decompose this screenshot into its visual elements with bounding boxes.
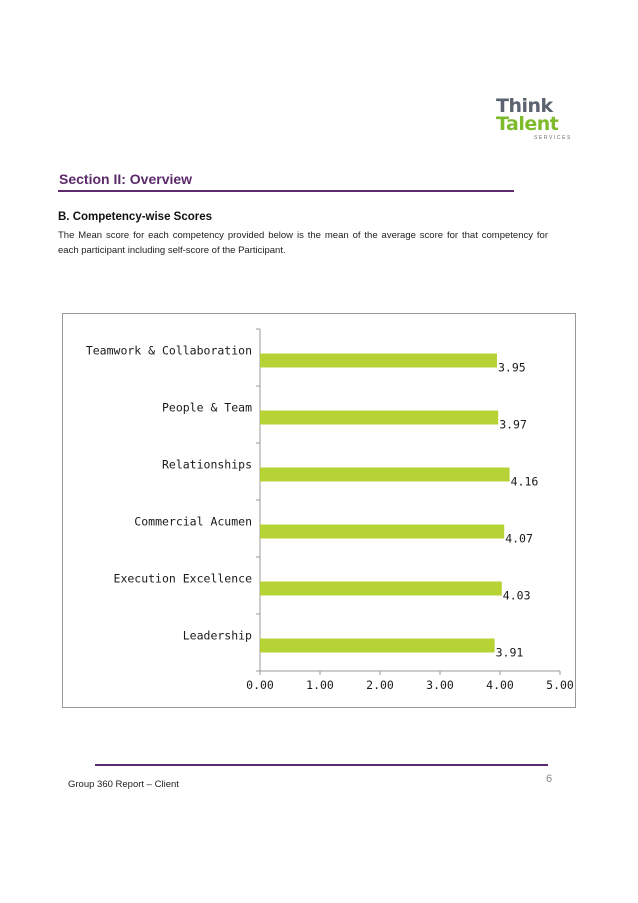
bar <box>260 638 495 653</box>
category-label: Relationships <box>162 458 252 472</box>
x-tick-label: 3.00 <box>426 678 454 692</box>
bar <box>260 581 502 596</box>
bar-value-label: 4.16 <box>511 475 539 489</box>
competency-heading: B. Competency-wise Scores <box>58 211 213 223</box>
category-label: Commercial Acumen <box>134 515 252 529</box>
competency-description: The Mean score for each competency provi… <box>58 230 548 256</box>
footer-report-title: Group 360 Report – Client <box>68 779 179 790</box>
section-divider <box>58 190 514 192</box>
competency-chart: 0.00 1.00 2.00 3.00 4.00 5.00 Teamwork & Colla… <box>62 313 576 708</box>
bar-value-label: 3.91 <box>496 646 524 660</box>
category-label: Teamwork & Collaboration <box>86 344 252 358</box>
think-talent-logo: Think Talent SERVICES <box>496 96 580 144</box>
bar-value-label: 4.07 <box>505 532 533 546</box>
category-label: Leadership <box>183 629 252 643</box>
bar-value-label: 4.03 <box>503 589 531 603</box>
section-title: Section II: Overview <box>59 171 193 187</box>
x-tick-label: 2.00 <box>366 678 394 692</box>
bar <box>260 524 505 539</box>
bar <box>260 353 497 368</box>
x-tick-label: 5.00 <box>546 678 574 692</box>
bar-value-label: 3.95 <box>498 361 526 375</box>
category-label: People & Team <box>162 401 252 415</box>
bar <box>260 467 510 482</box>
x-tick-label: 4.00 <box>486 678 514 692</box>
logo-tagline: SERVICES <box>534 135 572 141</box>
x-tick-label: 0.00 <box>246 678 274 692</box>
footer-divider <box>95 764 548 766</box>
page-number: 6 <box>546 773 553 785</box>
logo-think-text: Think <box>496 95 553 117</box>
bar <box>260 410 499 425</box>
category-label: Execution Excellence <box>114 572 253 586</box>
x-tick-label: 1.00 <box>306 678 334 692</box>
competency-bar-chart: 0.00 1.00 2.00 3.00 4.00 5.00 Teamwork & Colla… <box>86 328 574 692</box>
logo-talent-text: Talent <box>496 113 559 135</box>
bar-value-label: 3.97 <box>499 418 527 432</box>
